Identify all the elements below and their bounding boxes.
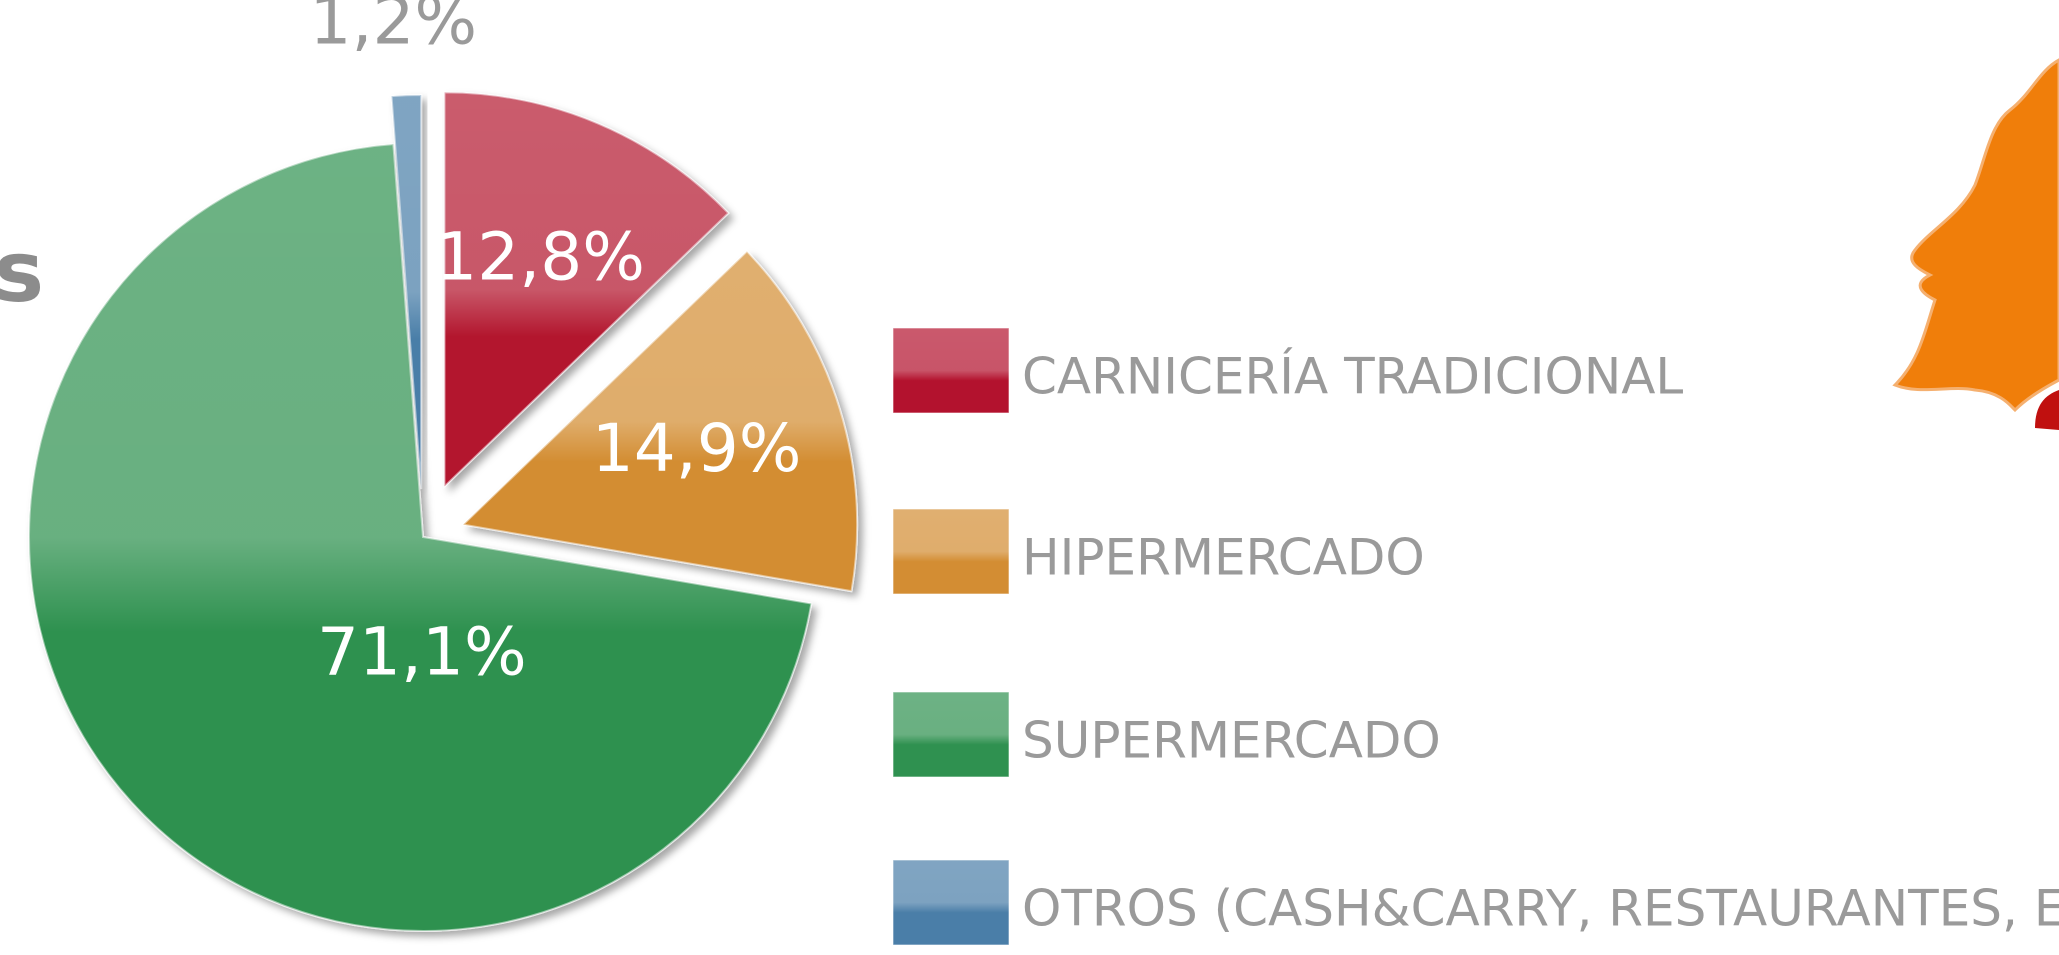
swatch-sheen xyxy=(893,328,1009,413)
legend-label: SUPERMERCADO xyxy=(1022,712,1441,770)
value-label: 14,9% xyxy=(592,410,802,487)
swatch-sheen xyxy=(893,509,1009,594)
legend: CARNICERÍA TRADICIONAL HIPERMERCADO SUPERM… xyxy=(892,327,2059,946)
map-decoration xyxy=(1892,58,2059,413)
map-decoration xyxy=(2035,390,2059,430)
value-label: 12,8% xyxy=(435,219,645,296)
value-label: 1,2% xyxy=(309,0,477,59)
slice-sheen xyxy=(29,144,812,932)
swatch-sheen xyxy=(893,860,1009,945)
pie: 12,8% 14,9% 71,1% 1,2% xyxy=(28,0,859,932)
slice-sheen xyxy=(391,95,422,490)
legend-label: CARNICERÍA TRADICIONAL xyxy=(1022,347,1683,406)
value-label: 71,1% xyxy=(317,613,527,690)
legend-label: HIPERMERCADO xyxy=(1022,529,1425,587)
legend-label: OTROS (CASH&CARRY, RESTAURANTES, ETC) xyxy=(1022,880,2059,938)
title-fragment: s xyxy=(0,223,44,321)
slice-sheen xyxy=(444,92,729,487)
slice-sheen xyxy=(463,251,858,592)
swatch-sheen xyxy=(893,692,1009,777)
